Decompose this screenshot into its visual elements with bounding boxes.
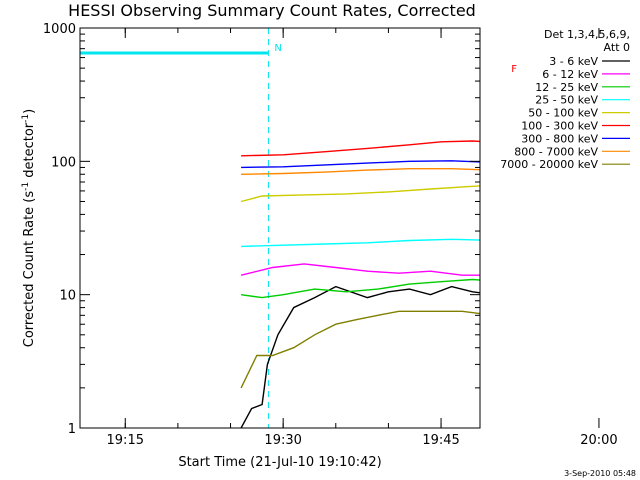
legend-label-5: 100 - 300 keV bbox=[521, 120, 598, 133]
legend-label-3: 25 - 50 keV bbox=[535, 94, 598, 107]
legend-header-detectors: Det 1,3,4,5,6,9, bbox=[544, 28, 630, 41]
y-tick-label-2: 100 bbox=[51, 155, 76, 170]
plot-marks bbox=[80, 28, 480, 428]
series-line-6 bbox=[241, 160, 480, 169]
chart-title: HESSI Observing Summary Count Rates, Cor… bbox=[68, 1, 476, 20]
series-line-1 bbox=[240, 263, 480, 276]
x-tick-label-2: 19:45 bbox=[422, 433, 459, 448]
x-tick-label-3: 20:00 bbox=[580, 433, 617, 448]
night-label: N bbox=[274, 43, 281, 54]
legend-label-7: 800 - 7000 keV bbox=[514, 145, 598, 158]
legend-label-6: 300 - 800 keV bbox=[521, 132, 598, 145]
series-line-5 bbox=[241, 140, 480, 157]
plot-frame bbox=[79, 27, 481, 429]
y-tick-label-3: 1000 bbox=[43, 22, 76, 37]
series-line-4 bbox=[240, 185, 480, 203]
legend-label-0: 3 - 6 keV bbox=[549, 55, 598, 68]
series-line-2 bbox=[241, 278, 480, 299]
y-tick-label-0: 1 bbox=[68, 422, 76, 437]
series-line-3 bbox=[241, 238, 480, 248]
legend-header-attenuator: Att 0 bbox=[604, 41, 630, 54]
legend-label-4: 50 - 100 keV bbox=[528, 107, 598, 120]
series-line-0 bbox=[240, 285, 480, 428]
y-axis-label: Corrected Count Rate (s-1 detector-1) bbox=[21, 109, 37, 347]
plot-area: NSF bbox=[80, 28, 517, 428]
x-tick-label-0: 19:15 bbox=[107, 433, 144, 448]
y-tick-label-1: 10 bbox=[59, 289, 76, 304]
legend-label-1: 6 - 12 keV bbox=[542, 68, 598, 81]
series-line-7 bbox=[241, 167, 480, 175]
timestamp: 3-Sep-2010 05:48 bbox=[564, 469, 636, 478]
legend-label-8: 7000 - 20000 keV bbox=[500, 158, 598, 171]
legend-label-2: 12 - 25 keV bbox=[535, 81, 598, 94]
x-tick-label-1: 19:30 bbox=[264, 433, 301, 448]
x-axis-label: Start Time (21-Jul-10 19:10:42) bbox=[178, 455, 381, 470]
flare-label: F bbox=[511, 64, 517, 75]
y-axis: 1 10 100 1000 bbox=[43, 22, 480, 437]
series-line-8 bbox=[240, 310, 480, 389]
